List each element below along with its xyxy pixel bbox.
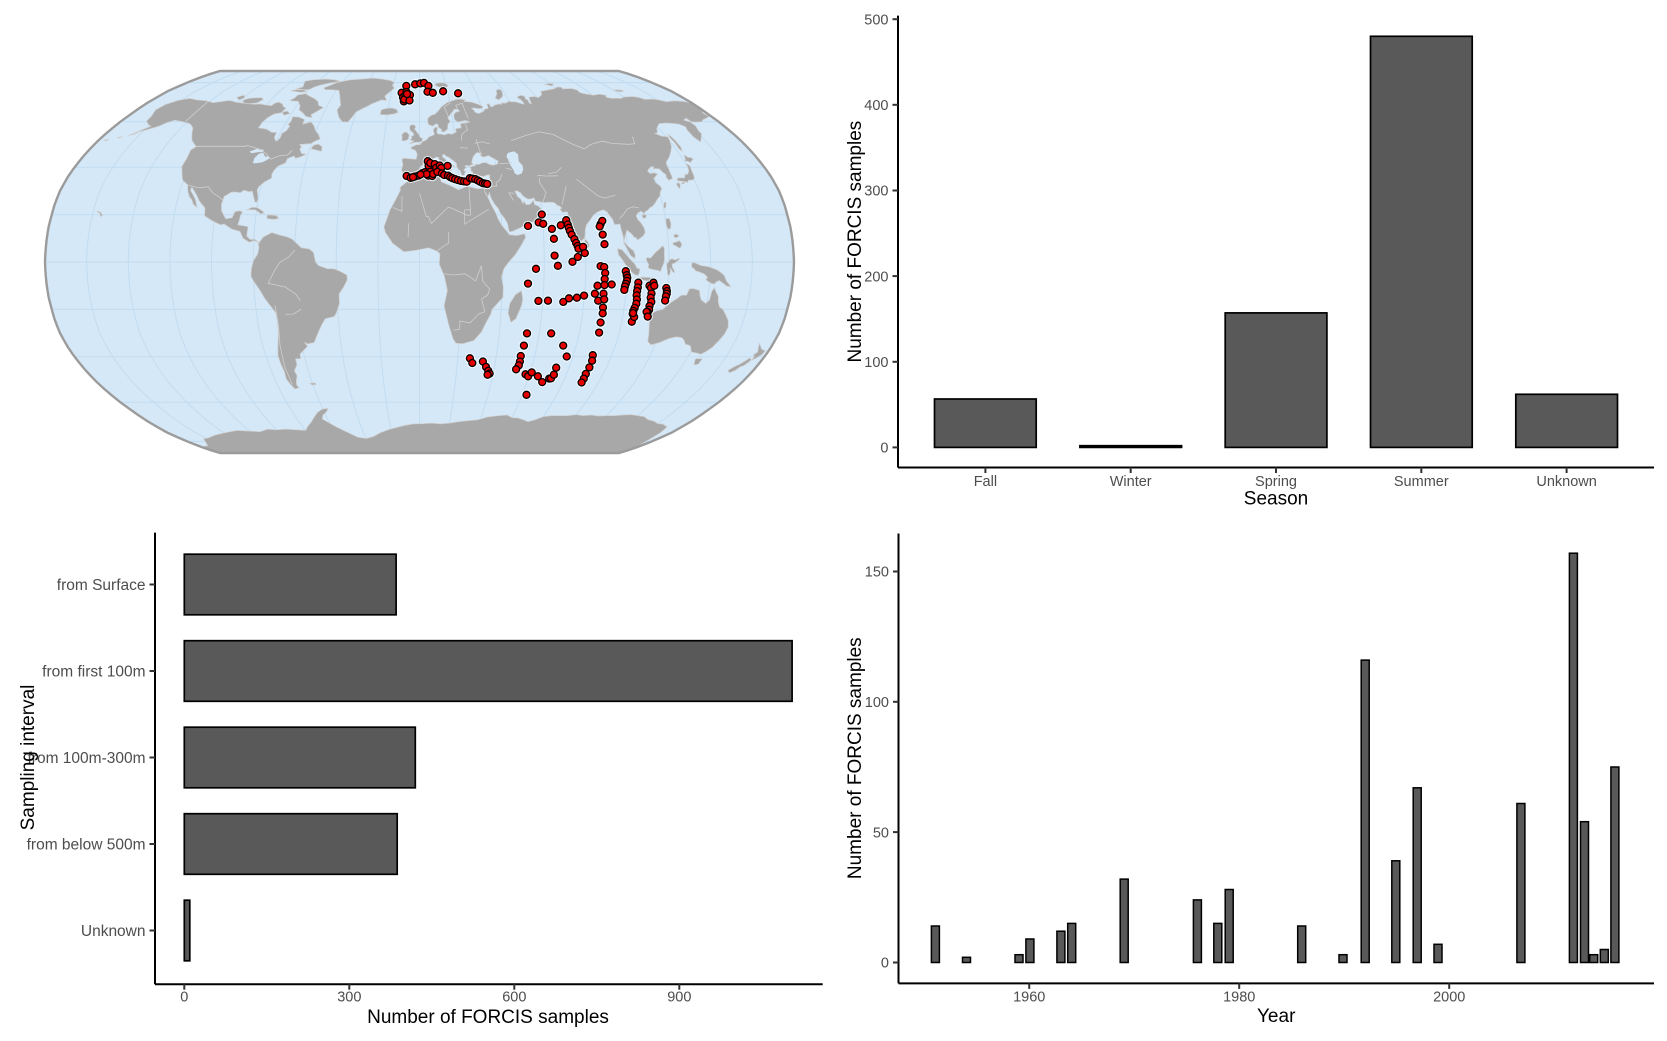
svg-text:Summer: Summer: [1394, 474, 1449, 490]
svg-text:Unknown: Unknown: [81, 923, 146, 940]
svg-text:300: 300: [337, 990, 361, 1006]
svg-text:Season: Season: [1244, 489, 1308, 510]
svg-text:from below 500m: from below 500m: [27, 837, 146, 854]
svg-text:Fall: Fall: [974, 474, 997, 490]
svg-text:from first 100m: from first 100m: [42, 664, 145, 681]
svg-text:Number of FORCIS samples: Number of FORCIS samples: [367, 1007, 609, 1028]
svg-text:Winter: Winter: [1110, 474, 1152, 490]
svg-text:Number of FORCIS samples: Number of FORCIS samples: [845, 121, 866, 363]
svg-text:200: 200: [864, 269, 888, 285]
svg-text:Sampling interval: Sampling interval: [18, 685, 39, 831]
svg-text:50: 50: [873, 825, 889, 841]
svg-text:1960: 1960: [1013, 990, 1045, 1006]
svg-text:1980: 1980: [1223, 990, 1255, 1006]
svg-text:0: 0: [880, 441, 888, 457]
svg-text:Year: Year: [1257, 1006, 1296, 1027]
svg-text:100: 100: [865, 695, 889, 711]
svg-text:500: 500: [864, 12, 888, 28]
svg-text:300: 300: [864, 184, 888, 200]
svg-text:from 100m-300m: from 100m-300m: [27, 750, 145, 767]
svg-text:Unknown: Unknown: [1536, 474, 1596, 490]
svg-text:150: 150: [865, 565, 889, 581]
svg-text:600: 600: [502, 990, 526, 1006]
svg-text:from Surface: from Surface: [57, 577, 146, 594]
svg-text:Spring: Spring: [1255, 474, 1297, 490]
svg-text:0: 0: [180, 990, 188, 1006]
svg-text:100: 100: [864, 355, 888, 371]
svg-text:900: 900: [667, 990, 691, 1006]
svg-text:0: 0: [881, 956, 889, 972]
svg-text:400: 400: [864, 98, 888, 114]
svg-text:2000: 2000: [1433, 990, 1465, 1006]
svg-text:Number of FORCIS samples: Number of FORCIS samples: [845, 637, 866, 879]
